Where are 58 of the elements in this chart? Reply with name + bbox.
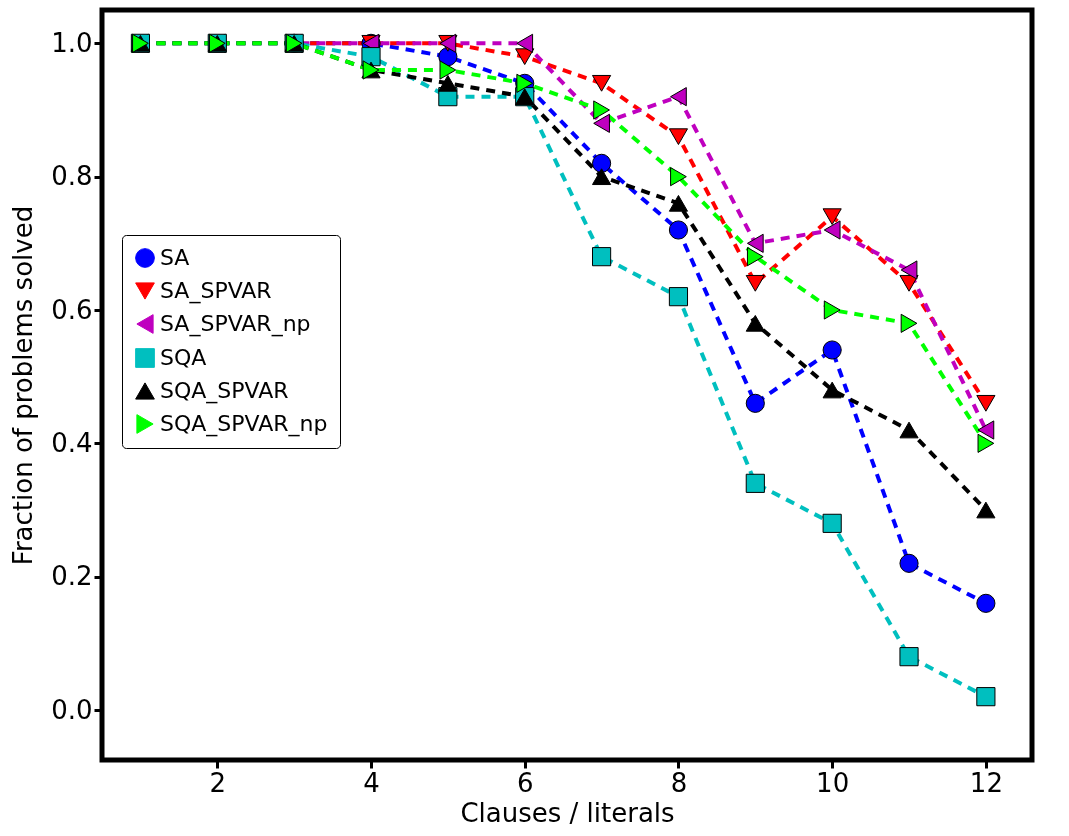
y-tick-label: 0.0 [51,694,93,725]
legend-label: SQA_SPVAR_np [160,411,328,437]
point [592,153,612,173]
point [976,593,996,613]
point [822,381,842,399]
point [977,433,995,453]
x-tick-label: 6 [516,767,534,798]
x-axis-title: Clauses / literals [460,797,675,828]
legend-label: SQA [160,345,207,370]
point [593,113,610,133]
point [439,60,457,80]
point [438,74,458,92]
point [668,220,689,240]
point [899,553,919,573]
point [900,313,918,333]
point [668,128,689,146]
point [822,208,842,226]
point [745,473,765,493]
point [592,168,612,186]
point [976,687,996,707]
legend-label: SA_SPVAR_np [160,311,311,337]
point [670,87,687,107]
point [822,340,842,360]
y-axis-title: Fraction of problems solved [8,205,39,566]
x-tick-label: 8 [670,767,688,798]
point [593,100,610,120]
point [976,394,996,412]
point [746,233,764,253]
point [592,74,612,92]
point [516,33,534,53]
point [899,647,919,667]
point [668,287,689,307]
x-tick-label: 12 [969,767,1003,798]
point [976,501,996,519]
point [745,274,765,292]
legend-label: SA [160,245,190,270]
point [899,421,919,439]
y-tick-label: 0.8 [51,161,93,192]
y-tick-label: 0.4 [51,427,93,458]
x-tick-label: 2 [209,767,227,798]
point [670,167,687,187]
point [823,300,841,320]
y-tick-label: 0.6 [51,294,93,325]
x-tick-label: 4 [363,767,380,798]
point [977,420,995,440]
legend-label: SQA_SPVAR [160,378,289,404]
point [900,260,918,280]
point [668,194,689,212]
point [745,393,765,413]
point [746,247,764,267]
x-tick-label: 10 [816,767,850,798]
point [823,220,841,240]
point [592,247,612,267]
y-tick-label: 0.2 [51,561,93,592]
y-tick-label: 1.0 [51,27,93,58]
point [822,513,842,533]
point [745,314,765,332]
legend-label: SA_SPVAR [160,278,272,304]
